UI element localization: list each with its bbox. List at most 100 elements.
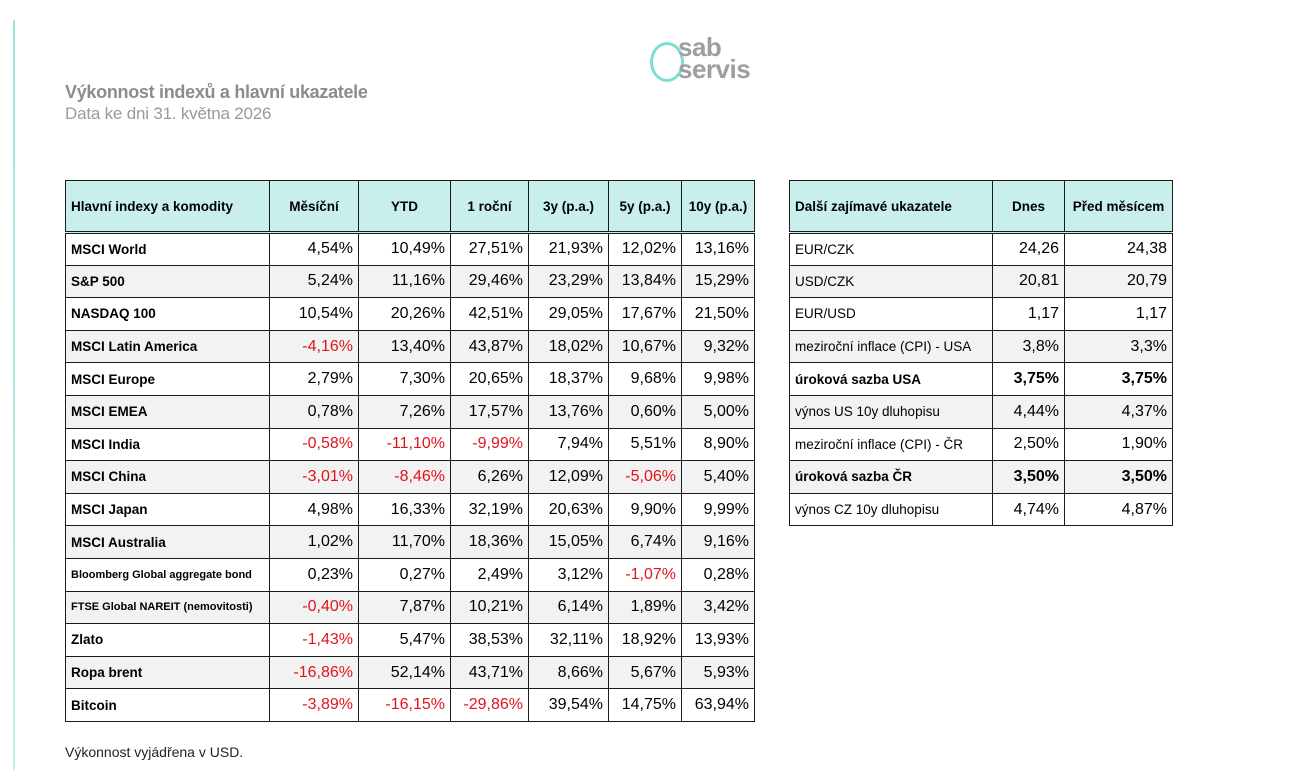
- table-cell: 24,38: [1064, 232, 1173, 266]
- logo-text-line1: sab: [678, 32, 722, 62]
- table-cell: 3,50%: [992, 460, 1065, 494]
- table-cell: 18,37%: [528, 362, 609, 396]
- table-cell: 63,94%: [681, 688, 755, 722]
- table-cell: -0,58%: [269, 427, 359, 462]
- table-row: Zlato -1,43% 5,47% 38,53% 32,11% 18,92% 13,93%: [65, 623, 755, 657]
- table-cell: 5,93%: [681, 655, 755, 690]
- table-cell: 7,87%: [358, 590, 451, 625]
- table-row: MSCI EMEA 0,78% 7,26% 17,57% 13,76% 0,60% 5,00…: [65, 394, 755, 429]
- row-label: úroková sazba ČR: [789, 460, 993, 494]
- table-cell: 29,05%: [528, 297, 609, 331]
- table-cell: 3,75%: [1064, 362, 1173, 396]
- indices-column-header: 3y (p.a.): [528, 180, 609, 234]
- table-cell: 21,50%: [681, 297, 755, 331]
- row-label: Ropa brent: [65, 655, 270, 690]
- table-cell: 0,78%: [269, 394, 359, 429]
- table-cell: -4,16%: [269, 329, 359, 364]
- table-row: FTSE Global NAREIT (nemovitosti) -0,40% 7,…: [65, 590, 755, 625]
- sab-servis-logo: sab servis: [648, 32, 773, 90]
- table-cell: 42,51%: [450, 297, 529, 331]
- table-row: meziroční inflace (CPI) - ČR 2,50% 1,90%: [789, 427, 1173, 462]
- row-label: Bloomberg Global aggregate bond: [65, 557, 270, 592]
- table-row: MSCI India -0,58% -11,10% -9,99% 7,94% 5,51% 8…: [65, 427, 755, 462]
- indicators-table: Další zajímavé ukazatele Dnes Před měsícem…: [789, 180, 1173, 527]
- table-cell: 5,24%: [269, 264, 359, 299]
- table-row: USD/CZK 20,81 20,79: [789, 264, 1173, 299]
- row-label: MSCI India: [65, 427, 270, 462]
- table-row: MSCI China -3,01% -8,46% 6,26% 12,09% -5,06% 5…: [65, 460, 755, 494]
- table-cell: 4,74%: [992, 492, 1065, 527]
- page-subtitle: Data ke dni 31. května 2026: [65, 104, 272, 123]
- table-cell: 15,05%: [528, 525, 609, 559]
- table-cell: -1,07%: [608, 557, 682, 592]
- table-row: výnos CZ 10y dluhopisu 4,74% 4,87%: [789, 492, 1173, 527]
- table-cell: 32,11%: [528, 623, 609, 657]
- table-row: Bitcoin -3,89% -16,15% -29,86% 39,54% 14,75% 6…: [65, 688, 755, 722]
- table-row: S&P 500 5,24% 11,16% 29,46% 23,29% 13,84% 15,2…: [65, 264, 755, 299]
- table-cell: 4,54%: [269, 232, 359, 266]
- table-row: Ropa brent -16,86% 52,14% 43,71% 8,66% 5,67% 5…: [65, 655, 755, 690]
- row-label: FTSE Global NAREIT (nemovitosti): [65, 590, 270, 625]
- table-cell: 52,14%: [358, 655, 451, 690]
- table-cell: -9,99%: [450, 427, 529, 462]
- footnote: Výkonnost vyjádřena v USD.: [65, 744, 244, 760]
- logo-text-line2: servis: [678, 54, 751, 84]
- indicators-table-header: Další zajímavé ukazatele Dnes Před měsícem: [789, 180, 1173, 234]
- table-cell: 10,49%: [358, 232, 451, 266]
- table-cell: -0,40%: [269, 590, 359, 625]
- row-label: MSCI Japan: [65, 492, 270, 527]
- row-label: EUR/USD: [789, 297, 993, 331]
- table-cell: 3,75%: [992, 362, 1065, 396]
- table-row: EUR/USD 1,17 1,17: [789, 297, 1173, 331]
- indices-column-header: 1 roční: [450, 180, 529, 234]
- row-label: MSCI EMEA: [65, 394, 270, 429]
- table-cell: 23,29%: [528, 264, 609, 299]
- table-cell: 10,54%: [269, 297, 359, 331]
- row-label: MSCI China: [65, 460, 270, 494]
- row-label: meziroční inflace (CPI) - ČR: [789, 427, 993, 462]
- table-cell: 8,90%: [681, 427, 755, 462]
- table-cell: 6,26%: [450, 460, 529, 494]
- table-cell: -11,10%: [358, 427, 451, 462]
- table-cell: -8,46%: [358, 460, 451, 494]
- table-cell: 16,33%: [358, 492, 451, 527]
- table-cell: 2,50%: [992, 427, 1065, 462]
- table-cell: -29,86%: [450, 688, 529, 722]
- table-cell: 4,87%: [1064, 492, 1173, 527]
- table-cell: 18,02%: [528, 329, 609, 364]
- logo-ring-icon: [650, 42, 684, 82]
- row-label: S&P 500: [65, 264, 270, 299]
- table-cell: 15,29%: [681, 264, 755, 299]
- table-cell: 4,44%: [992, 394, 1065, 429]
- table-cell: 3,42%: [681, 590, 755, 625]
- table-cell: 2,49%: [450, 557, 529, 592]
- table-cell: 1,90%: [1064, 427, 1173, 462]
- table-cell: 1,17: [1064, 297, 1173, 331]
- row-label: Bitcoin: [65, 688, 270, 722]
- table-row: EUR/CZK 24,26 24,38: [789, 232, 1173, 266]
- table-cell: 9,98%: [681, 362, 755, 396]
- indices-column-header: 10y (p.a.): [681, 180, 755, 234]
- table-cell: -3,89%: [269, 688, 359, 722]
- indices-column-header: Měsíční: [269, 180, 359, 234]
- table-cell: 11,16%: [358, 264, 451, 299]
- row-label: EUR/CZK: [789, 232, 993, 266]
- table-cell: 0,60%: [608, 394, 682, 429]
- row-label: MSCI Latin America: [65, 329, 270, 364]
- table-row: MSCI Europe 2,79% 7,30% 20,65% 18,37% 9,68% 9,…: [65, 362, 755, 396]
- table-cell: -16,15%: [358, 688, 451, 722]
- table-cell: 1,17: [992, 297, 1065, 331]
- table-cell: 20,26%: [358, 297, 451, 331]
- table-cell: 27,51%: [450, 232, 529, 266]
- table-cell: 3,12%: [528, 557, 609, 592]
- table-cell: 20,63%: [528, 492, 609, 527]
- table-cell: -1,43%: [269, 623, 359, 657]
- other-column-header: Před měsícem: [1064, 180, 1173, 234]
- table-cell: 18,36%: [450, 525, 529, 559]
- table-cell: 5,00%: [681, 394, 755, 429]
- table-cell: 43,87%: [450, 329, 529, 364]
- header: Výkonnost indexů a hlavní ukazatele Data…: [65, 82, 368, 124]
- table-cell: 7,94%: [528, 427, 609, 462]
- table-cell: 5,51%: [608, 427, 682, 462]
- table-cell: 4,37%: [1064, 394, 1173, 429]
